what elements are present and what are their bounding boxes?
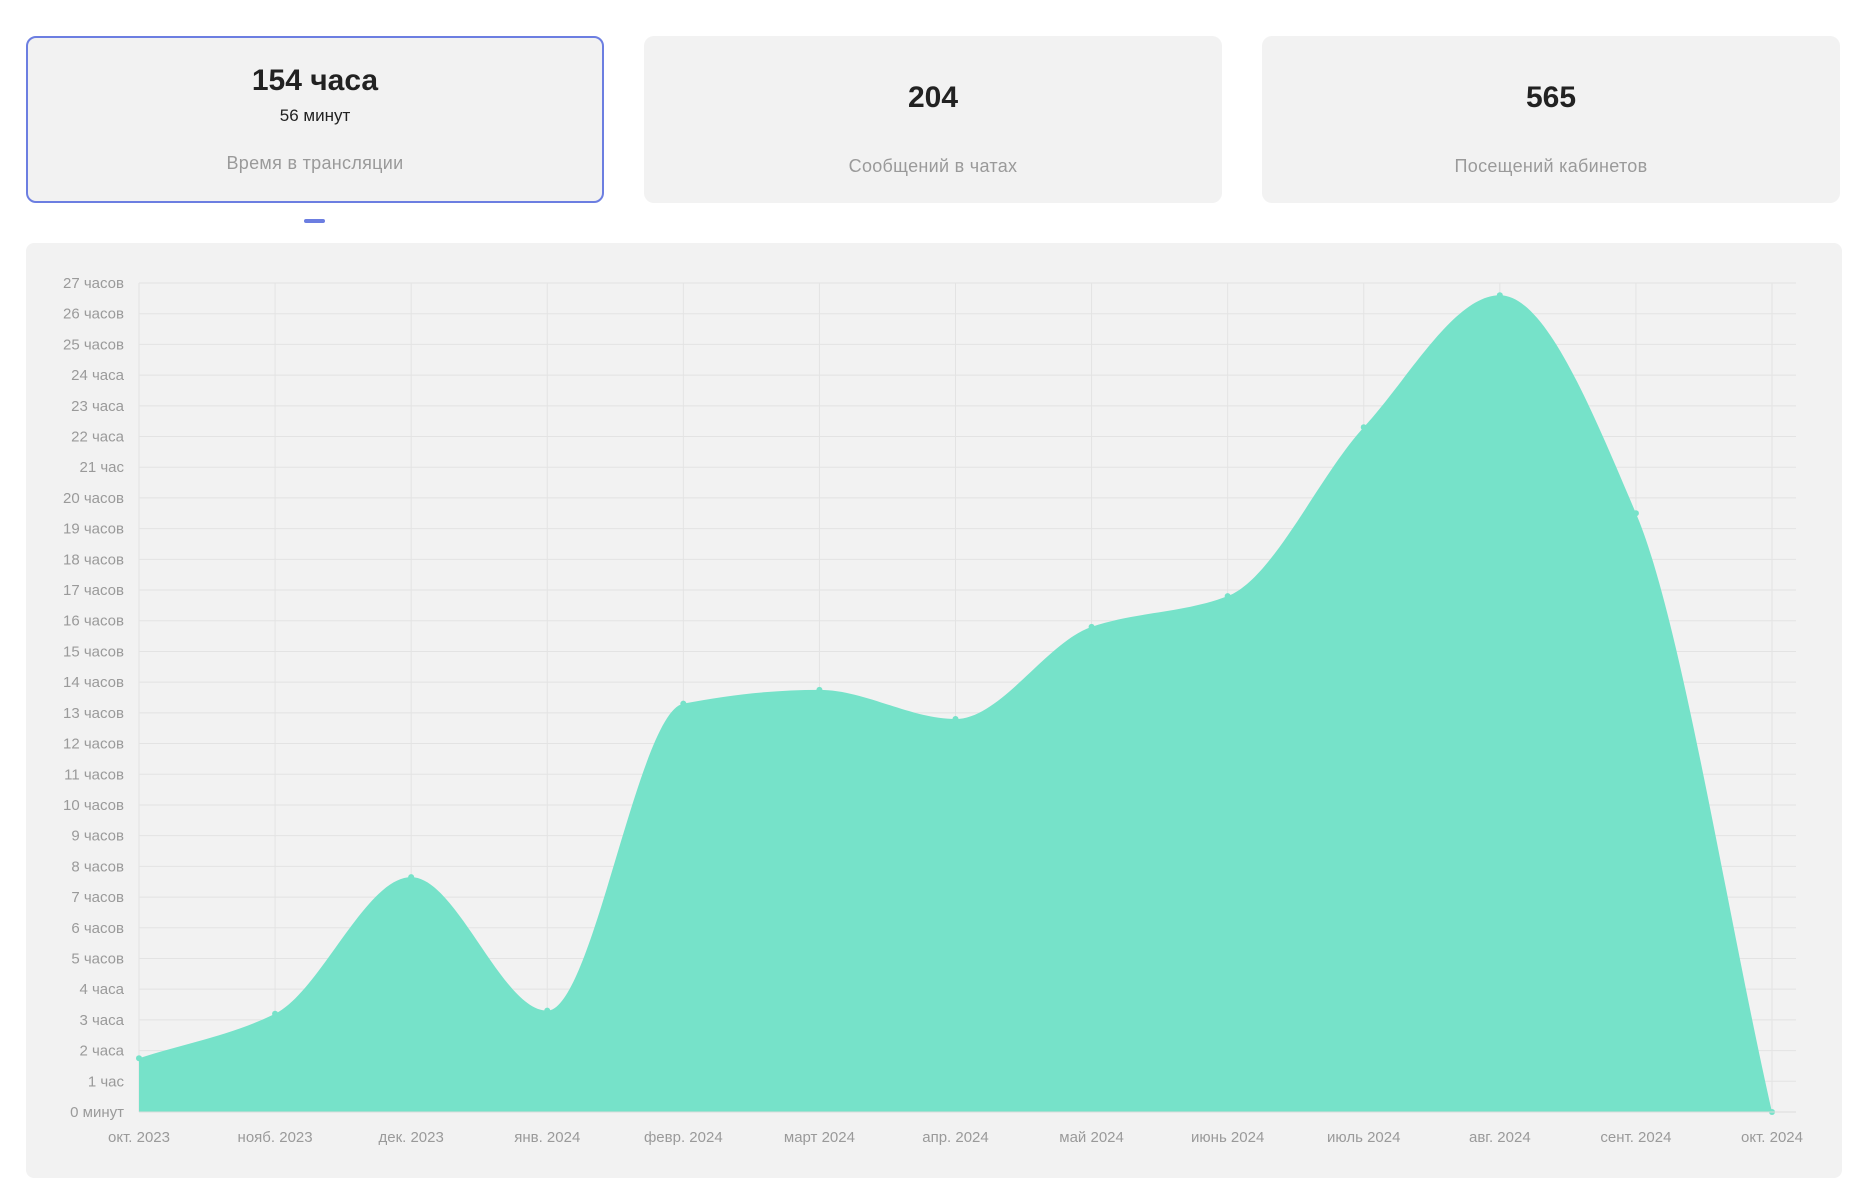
y-tick-label: 21 час — [79, 459, 124, 476]
y-tick-label: 6 часов — [71, 920, 124, 937]
x-tick-label: авг. 2024 — [1469, 1129, 1531, 1146]
y-tick-label: 15 часов — [63, 643, 124, 660]
x-tick-label: март 2024 — [784, 1129, 855, 1146]
data-point — [680, 700, 687, 707]
y-tick-label: 18 часов — [63, 551, 124, 568]
data-point — [1360, 424, 1367, 431]
chart-panel: 0 минут 1 час 2 часа 3 часа 4 часа 5 часов 6 ч… — [26, 243, 1842, 1178]
active-card-indicator — [304, 219, 325, 223]
card-cabinet-visits[interactable]: 565 Посещений кабинетов — [1262, 36, 1840, 203]
x-tick-label: июль 2024 — [1327, 1129, 1400, 1146]
y-tick-label: 11 часов — [64, 766, 124, 783]
data-point — [1088, 623, 1095, 630]
y-tick-label: 1 час — [88, 1073, 125, 1090]
x-tick-label: февр. 2024 — [644, 1129, 723, 1146]
data-point — [952, 715, 959, 722]
card-label: Посещений кабинетов — [1454, 156, 1648, 176]
y-tick-label: 0 минут — [70, 1104, 124, 1121]
x-tick-label: окт. 2024 — [1741, 1129, 1803, 1146]
y-tick-label: 27 часов — [63, 275, 124, 292]
y-tick-label: 2 часа — [79, 1043, 124, 1060]
y-tick-label: 13 часов — [63, 705, 124, 722]
area-series — [139, 295, 1772, 1112]
data-point — [544, 1007, 551, 1014]
y-tick-label: 16 часов — [63, 613, 124, 630]
card-label: Сообщений в чатах — [848, 156, 1018, 176]
y-tick-label: 14 часов — [63, 674, 124, 691]
y-tick-label: 7 часов — [71, 889, 124, 906]
y-tick-label: 4 часа — [79, 981, 124, 998]
data-point — [272, 1010, 279, 1017]
data-point — [1224, 593, 1231, 600]
x-tick-label: окт. 2023 — [108, 1129, 170, 1146]
card-chat-messages[interactable]: 204 Сообщений в чатах — [644, 36, 1222, 203]
y-tick-label: 9 часов — [71, 828, 124, 845]
y-tick-label: 22 часа — [71, 429, 125, 446]
data-point — [136, 1055, 142, 1062]
y-tick-label: 5 часов — [71, 950, 124, 967]
y-tick-label: 8 часов — [71, 858, 124, 875]
y-tick-label: 25 часов — [63, 336, 124, 353]
data-point — [1496, 292, 1503, 299]
y-tick-label: 23 часа — [71, 398, 125, 415]
y-tick-label: 24 часа — [71, 367, 125, 384]
x-tick-label: сент. 2024 — [1600, 1129, 1671, 1146]
x-tick-label: май 2024 — [1059, 1129, 1124, 1146]
card-value: 204 — [907, 81, 959, 114]
y-tick-label: 26 часов — [63, 306, 124, 323]
x-tick-label: дек. 2023 — [378, 1129, 443, 1146]
y-tick-label: 12 часов — [63, 736, 124, 753]
x-tick-label: янв. 2024 — [514, 1129, 580, 1146]
y-tick-label: 19 часов — [63, 521, 124, 538]
area-chart: 0 минут 1 час 2 часа 3 часа 4 часа 5 часов 6 ч… — [63, 275, 1803, 1146]
card-broadcast-time[interactable]: 154 часа 56 минут Время в трансляции — [26, 36, 604, 203]
card-value: 154 часа — [251, 64, 379, 97]
y-tick-label: 17 часов — [63, 582, 124, 599]
x-tick-label: нояб. 2023 — [238, 1129, 313, 1146]
data-point — [816, 686, 823, 693]
y-tick-label: 3 часа — [79, 1012, 124, 1029]
x-tick-label: июнь 2024 — [1191, 1129, 1264, 1146]
y-tick-label: 20 часов — [63, 490, 124, 507]
y-tick-label: 10 часов — [63, 797, 124, 814]
data-point — [408, 874, 415, 881]
card-label: Время в трансляции — [226, 153, 404, 173]
data-point — [1632, 510, 1639, 517]
x-tick-label: апр. 2024 — [922, 1129, 989, 1146]
card-value: 565 — [1525, 81, 1577, 114]
card-subvalue: 56 минут — [279, 106, 351, 125]
